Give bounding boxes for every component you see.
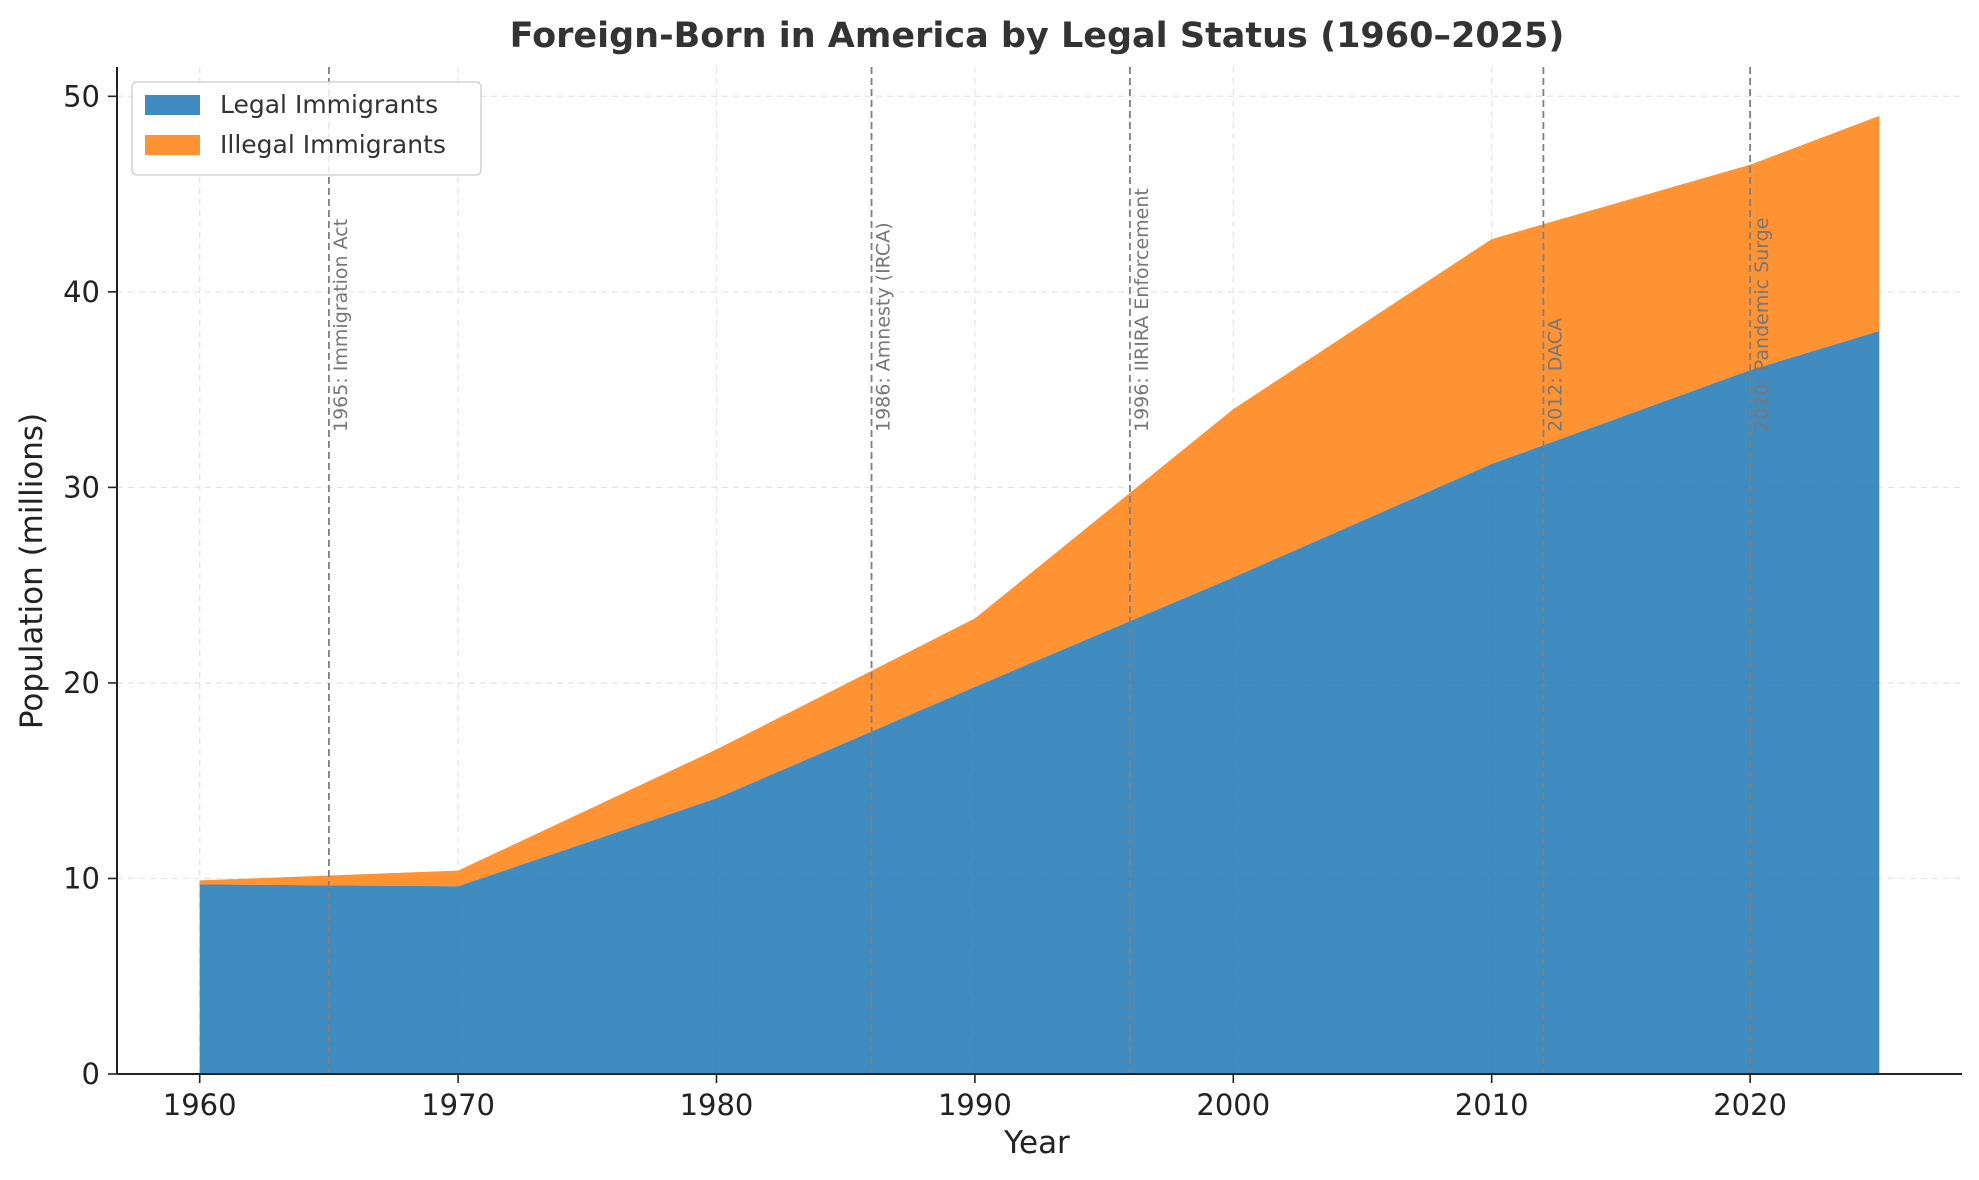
annotation-label: 1986: Amnesty (IRCA)	[873, 222, 895, 432]
annotation-label: 2020: Pandemic Surge	[1751, 218, 1773, 432]
chart-title: Foreign-Born in America by Legal Status …	[510, 16, 1565, 56]
plot-areas	[199, 115, 1880, 1074]
y-tick-label: 20	[63, 666, 100, 700]
x-tick-label: 1980	[680, 1088, 754, 1122]
legend-swatch	[145, 135, 200, 155]
y-tick-label: 10	[63, 861, 100, 895]
x-tick-label: 1960	[163, 1088, 237, 1122]
x-tick-label: 2010	[1455, 1088, 1529, 1122]
legend-label: Illegal Immigrants	[220, 130, 446, 159]
x-tick-label: 1970	[421, 1088, 495, 1122]
annotation-label: 1965: Immigration Act	[330, 219, 352, 432]
area-series-legal-immigrants	[199, 330, 1880, 1074]
x-tick-label: 2000	[1196, 1088, 1270, 1122]
x-tick-label: 1990	[938, 1088, 1012, 1122]
annotation-label: 1996: IIRIRA Enforcement	[1131, 188, 1153, 432]
legend-label: Legal Immigrants	[220, 90, 438, 119]
y-tick-label: 50	[63, 79, 100, 113]
x-tick-label: 2020	[1713, 1088, 1787, 1122]
annotation-label: 2012: DACA	[1544, 318, 1566, 432]
y-tick-label: 40	[63, 275, 100, 309]
axes	[116, 67, 1962, 1075]
legend-box	[131, 81, 482, 176]
area-series-illegal-immigrants	[199, 115, 1880, 887]
y-axis-label: Population (millions)	[14, 413, 50, 729]
x-axis-label: Year	[1003, 1125, 1070, 1161]
y-tick-label: 30	[63, 470, 100, 504]
ticks: 1960 1970 1980 1990 2000 2010 2020 0 10 20 30 40 50	[63, 79, 1787, 1122]
annotations: 1965: Immigration Act 1986: Amnesty (IRCA…	[327, 67, 1773, 1074]
legend: Legal Immigrants Illegal Immigrants	[131, 81, 482, 176]
y-tick-label: 0	[82, 1057, 100, 1091]
legend-swatch	[145, 95, 200, 115]
